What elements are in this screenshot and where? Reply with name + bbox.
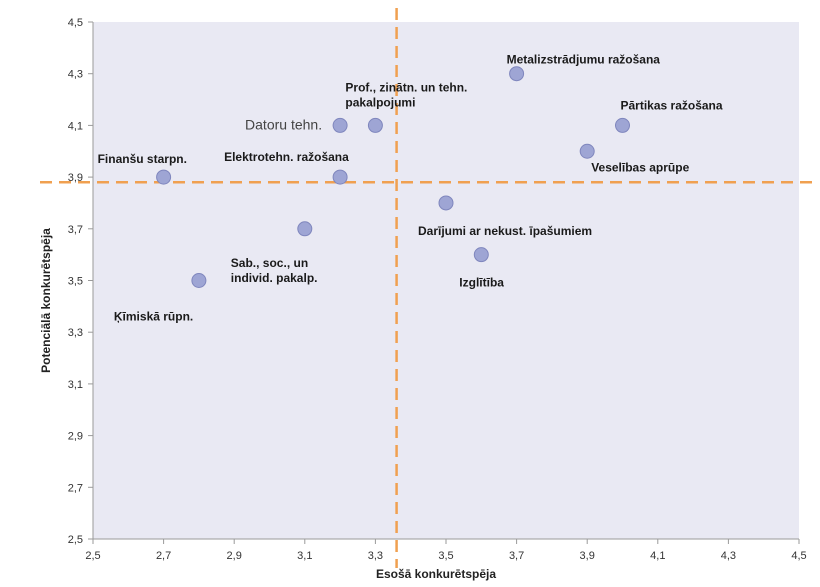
x-tick-label: 3,9 bbox=[580, 550, 595, 562]
y-tick-label: 2,7 bbox=[68, 482, 83, 494]
y-axis-ticks: 2,52,72,93,13,33,53,73,94,14,34,5 bbox=[68, 17, 93, 546]
y-tick-label: 3,5 bbox=[68, 276, 83, 288]
y-axis-title: Potenciālā konkurētspēja bbox=[39, 228, 53, 373]
x-tick-label: 4,3 bbox=[721, 550, 736, 562]
scatter-point bbox=[332, 169, 348, 185]
point-label: pakalpojumi bbox=[345, 95, 415, 109]
x-tick-label: 3,1 bbox=[297, 550, 312, 562]
x-tick-label: 3,5 bbox=[438, 550, 453, 562]
data-points bbox=[156, 66, 630, 288]
scatter-point bbox=[367, 117, 383, 133]
y-tick-label: 4,5 bbox=[68, 17, 83, 29]
y-tick-label: 3,3 bbox=[68, 327, 83, 339]
point-label: Elektrotehn. ražošana bbox=[224, 150, 349, 164]
x-tick-label: 2,5 bbox=[85, 550, 100, 562]
point-label: Sab., soc., un bbox=[231, 256, 308, 270]
scatter-point bbox=[509, 66, 525, 82]
scatter-point bbox=[297, 221, 313, 237]
y-tick-label: 3,1 bbox=[68, 379, 83, 391]
scatter-point bbox=[473, 247, 489, 263]
scatter-point bbox=[579, 143, 595, 159]
y-tick-label: 4,3 bbox=[68, 69, 83, 81]
point-label: Veselības aprūpe bbox=[591, 160, 689, 174]
y-tick-label: 3,7 bbox=[68, 224, 83, 236]
x-axis-title: Esošā konkurētspēja bbox=[376, 567, 496, 581]
point-label: individ. pakalp. bbox=[231, 271, 318, 285]
x-tick-label: 3,3 bbox=[368, 550, 383, 562]
scatter-point bbox=[332, 117, 348, 133]
scatter-point bbox=[156, 169, 172, 185]
x-tick-label: 3,7 bbox=[509, 550, 524, 562]
x-axis-ticks: 2,5 2,7 2,9 3,1 3,3 3,5 3,7 3,9 4,1 4,3 4,5 bbox=[85, 539, 807, 562]
scatter-point bbox=[191, 273, 207, 288]
y-tick-label: 2,5 bbox=[68, 534, 83, 546]
point-label: Metalizstrādjumu ražošana bbox=[507, 53, 661, 67]
point-label: Datoru tehn. bbox=[245, 116, 322, 132]
point-label: Izglītība bbox=[459, 276, 504, 290]
y-tick-label: 4,1 bbox=[68, 120, 83, 132]
y-tick-label: 2,9 bbox=[68, 431, 83, 443]
x-tick-label: 2,9 bbox=[227, 550, 242, 562]
scatter-point bbox=[615, 117, 630, 133]
point-label: Prof., zinātn. un tehn. bbox=[345, 80, 467, 94]
x-tick-label: 2,7 bbox=[156, 550, 171, 562]
point-labels: Metalizstrādjumu ražošana Prof., zinātn. … bbox=[98, 53, 723, 324]
point-label: Finanšu starpn. bbox=[98, 152, 187, 166]
point-label: Darījumi ar nekust. īpašumiem bbox=[418, 224, 592, 238]
x-tick-label: 4,1 bbox=[650, 550, 665, 562]
plot-area bbox=[93, 22, 799, 539]
point-label: Pārtikas ražošana bbox=[621, 98, 723, 112]
point-label: Ķīmiskā rūpn. bbox=[114, 310, 193, 324]
scatter-point bbox=[438, 195, 454, 211]
x-tick-label: 4,5 bbox=[791, 550, 806, 562]
